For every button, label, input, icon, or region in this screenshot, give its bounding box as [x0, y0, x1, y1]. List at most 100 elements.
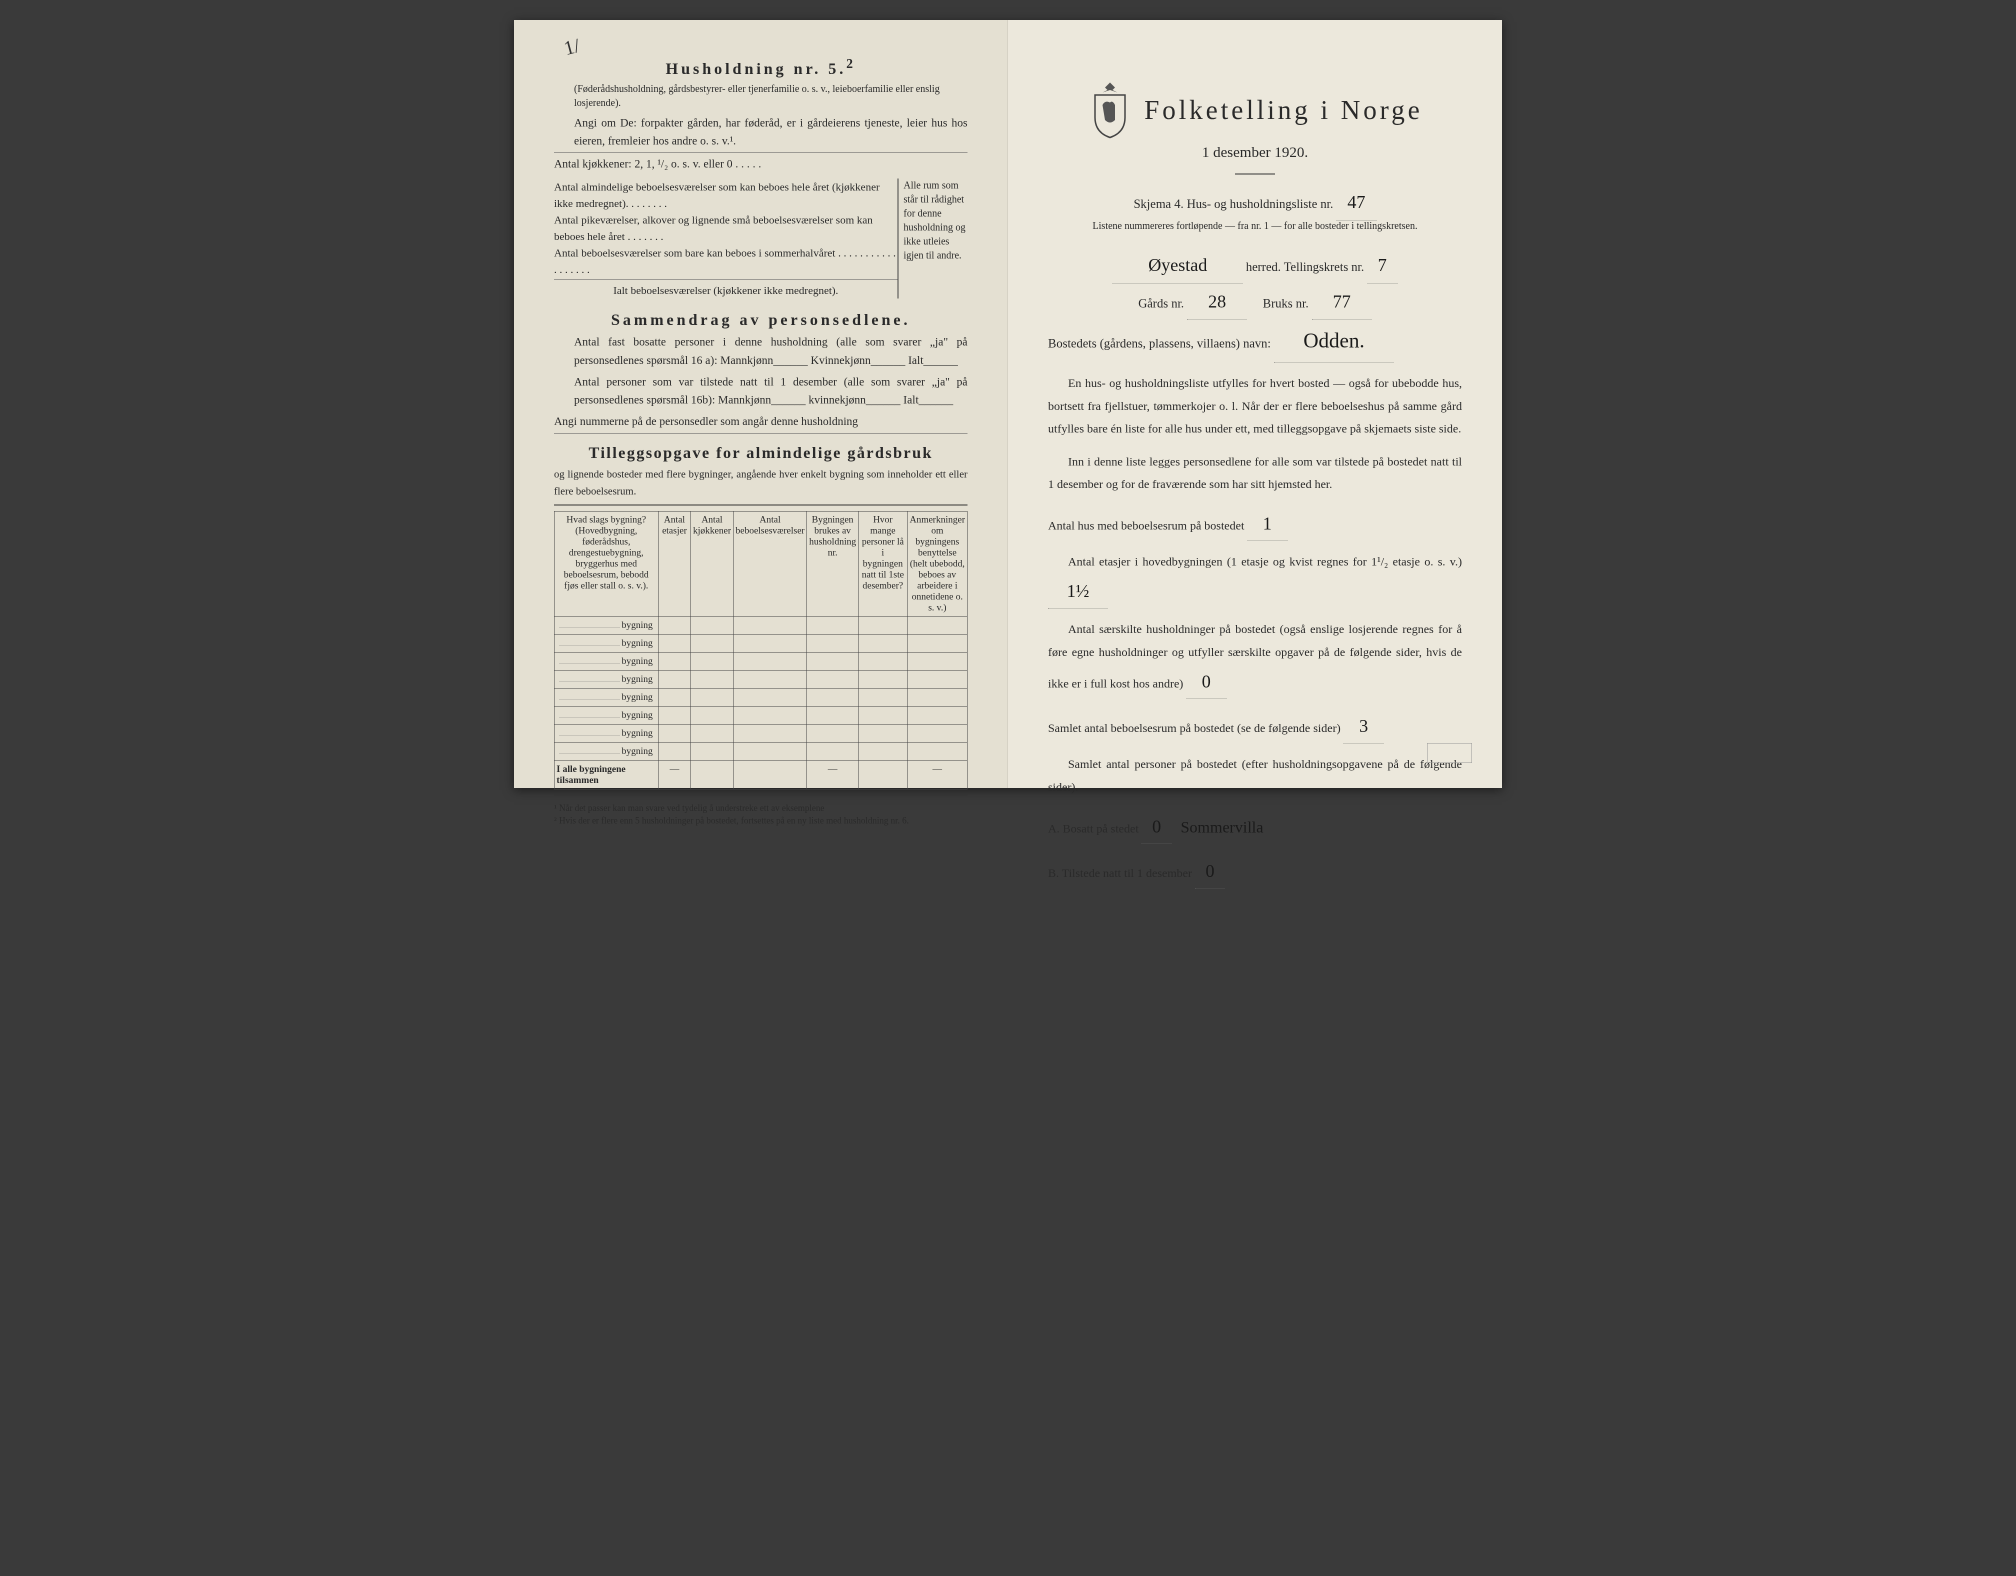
th-3: Antal beboelsesværelser: [733, 511, 807, 617]
table-row: bygning: [554, 725, 967, 743]
empty-cell: [658, 671, 691, 689]
table-row: bygning: [554, 707, 967, 725]
empty-cell: [691, 743, 733, 761]
household-title: Husholdning nr. 5.2: [554, 56, 968, 78]
listene-note: Listene nummereres fortløpende — fra nr.…: [1048, 221, 1462, 233]
empty-cell: [807, 617, 858, 635]
main-title: Folketelling i Norge: [1144, 95, 1422, 126]
header-block: Folketelling i Norge: [1048, 80, 1462, 140]
q4-line: Samlet antal beboelsesrum på bostedet (s…: [1048, 709, 1462, 744]
household-note: (Føderådshusholdning, gårdsbestyrer- ell…: [554, 82, 968, 110]
empty-cell: [907, 671, 967, 689]
empty-cell: [858, 617, 907, 635]
empty-cell: [691, 725, 733, 743]
brace-right-text: Alle rum som står til rådighet for denne…: [898, 179, 968, 299]
empty-cell: [907, 635, 967, 653]
q3-value: 0: [1202, 664, 1211, 698]
s2-p3: Angi nummerne på de personsedler som ang…: [554, 413, 968, 431]
total-dash: —: [658, 761, 691, 790]
empty-cell: [658, 653, 691, 671]
table-row: bygning: [554, 635, 967, 653]
coat-of-arms-icon: [1087, 80, 1132, 140]
right-para2: Inn i denne liste legges personsedlene f…: [1048, 451, 1462, 497]
empty-cell: [907, 725, 967, 743]
q1-value: 1: [1263, 506, 1272, 540]
empty-cell: [691, 689, 733, 707]
empty-cell: [807, 653, 858, 671]
subtitle: 1 desember 1920.: [1048, 144, 1462, 161]
empty-cell: [733, 617, 807, 635]
empty-cell: [858, 689, 907, 707]
empty-cell: [907, 617, 967, 635]
brace-block: Antal almindelige beboelsesværelser som …: [554, 179, 968, 299]
empty-cell: [858, 653, 907, 671]
q1-line: Antal hus med beboelsesrum på bostedet 1: [1048, 506, 1462, 541]
table-row: bygning: [554, 689, 967, 707]
table-row: bygning: [554, 671, 967, 689]
s3-sub: og lignende bosteder med flere bygninger…: [554, 466, 968, 500]
qB-line: B. Tilstede natt til 1 desember 0: [1048, 854, 1462, 889]
right-para1: En hus- og husholdningsliste utfylles fo…: [1048, 373, 1462, 441]
total-label: I alle bygningene tilsammen: [554, 761, 658, 790]
bygning-label-cell: bygning: [554, 689, 658, 707]
empty-cell: [691, 707, 733, 725]
empty-cell: [858, 671, 907, 689]
qB-value: 0: [1206, 854, 1215, 888]
empty-cell: [658, 617, 691, 635]
q2-value: 1½: [1067, 574, 1090, 608]
empty-cell: [733, 653, 807, 671]
empty-cell: [807, 743, 858, 761]
divider-icon: [1048, 168, 1462, 177]
empty-cell: [907, 707, 967, 725]
bruks-value: 77: [1333, 284, 1351, 320]
tillegg-title: Tilleggsopgave for almindelige gårdsbruk: [554, 444, 968, 463]
skjema-line: Skjema 4. Hus- og husholdningsliste nr. …: [1048, 184, 1462, 221]
empty-cell: [733, 671, 807, 689]
herred-value: Øyestad: [1148, 247, 1207, 283]
th-0: Hvad slags bygning? (Hovedbygning, føder…: [554, 511, 658, 617]
empty-cell: [733, 689, 807, 707]
liste-nr: 47: [1347, 184, 1365, 220]
brace-line-3: Antal beboelsesværelser som bare kan beb…: [554, 245, 898, 278]
left-page: 1/ Husholdning nr. 5.2 (Føderådshusholdn…: [514, 20, 1008, 788]
q2-line: Antal etasjer i hovedbygningen (1 etasje…: [1048, 551, 1462, 608]
bygning-label-cell: bygning: [554, 707, 658, 725]
table-row: bygning: [554, 617, 967, 635]
empty-cell: [733, 743, 807, 761]
th-5: Hvor mange personer lå i bygningen natt …: [858, 511, 907, 617]
empty-cell: [658, 635, 691, 653]
gards-value: 28: [1208, 284, 1226, 320]
bygning-label-cell: bygning: [554, 617, 658, 635]
document-spread: 1/ Husholdning nr. 5.2 (Føderådshusholdn…: [514, 20, 1502, 788]
bygning-label-cell: bygning: [554, 635, 658, 653]
q4-value: 3: [1359, 709, 1368, 743]
krets-value: 7: [1378, 247, 1387, 283]
empty-cell: [658, 689, 691, 707]
empty-cell: [691, 635, 733, 653]
footnotes: ¹ Når det passer kan man svare ved tydel…: [554, 802, 968, 827]
empty-cell: [807, 671, 858, 689]
empty-cell: [807, 635, 858, 653]
empty-cell: [907, 653, 967, 671]
th-2: Antal kjøkkener: [691, 511, 733, 617]
right-page: Folketelling i Norge 1 desember 1920. Sk…: [1008, 20, 1502, 788]
kjokken-line: Antal kjøkkener: 2, 1, ¹/₂ o. s. v. elle…: [554, 155, 968, 173]
th-4: Bygningen brukes av husholdning nr.: [807, 511, 858, 617]
sammendrag-title: Sammendrag av personsedlene.: [554, 311, 968, 330]
bygning-label-cell: bygning: [554, 725, 658, 743]
qA-value: 0: [1152, 809, 1161, 843]
bygning-table: Hvad slags bygning? (Hovedbygning, føder…: [554, 511, 968, 790]
empty-cell: [691, 671, 733, 689]
empty-cell: [658, 725, 691, 743]
bosted-value: Odden.: [1303, 320, 1364, 362]
bygning-label-cell: bygning: [554, 671, 658, 689]
gards-line: Gårds nr. 28 Bruks nr. 77: [1048, 284, 1462, 321]
brace-line-1: Antal almindelige beboelsesværelser som …: [554, 179, 898, 212]
empty-cell: [858, 725, 907, 743]
brace-line-4: Ialt beboelsesværelser (kjøkkener ikke m…: [554, 282, 898, 299]
empty-cell: [907, 743, 967, 761]
qA-line: A. Bosatt på stedet 0 Sommervilla: [1048, 809, 1462, 844]
th-1: Antal etasjer: [658, 511, 691, 617]
empty-cell: [733, 707, 807, 725]
table-row: bygning: [554, 653, 967, 671]
